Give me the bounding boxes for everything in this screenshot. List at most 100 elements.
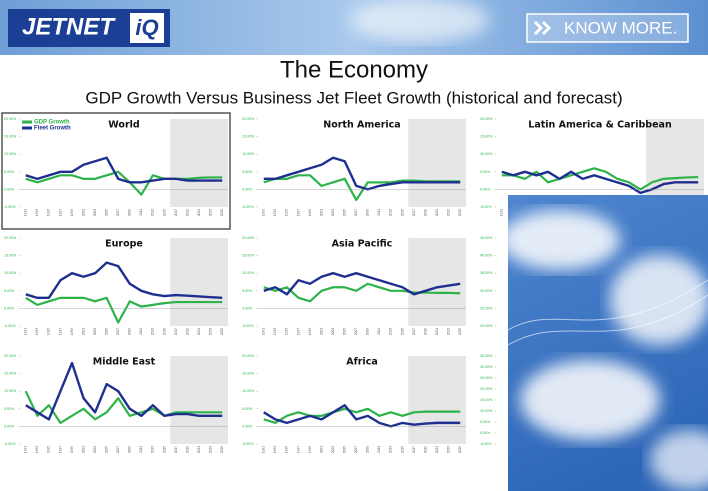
- x-tick-label: 2013: [151, 209, 155, 216]
- x-tick-label: 2013: [151, 328, 155, 335]
- forecast-shade: [408, 238, 466, 326]
- x-tick-label: 1995: [47, 328, 51, 335]
- y-tick-label: -5.00%: [4, 324, 16, 328]
- slide: JETNET iQ KNOW MORE. The Economy GDP Gro…: [0, 0, 708, 491]
- x-tick-label: 2011: [139, 328, 143, 335]
- x-tick-label: 1993: [273, 209, 277, 216]
- y-tick-label: 0.00%: [242, 187, 253, 191]
- x-tick-label: 1993: [35, 209, 39, 216]
- x-tick-label: 2019: [185, 446, 189, 453]
- x-tick-label: 1997: [296, 328, 300, 335]
- y-tick-label: 0.00%: [4, 306, 15, 310]
- y-tick-label: 10.00%: [4, 271, 17, 275]
- x-tick-label: 2019: [185, 209, 189, 216]
- x-tick-label: 2011: [139, 446, 143, 453]
- chart: -5.00%0.00%5.00%10.00%15.00%20.00%199119…: [242, 117, 466, 216]
- x-tick-label: 2021: [197, 328, 201, 335]
- x-tick-label: 2013: [389, 328, 393, 335]
- x-tick-label: 1991: [24, 446, 28, 453]
- y-tick-label: 15.00%: [480, 135, 493, 139]
- y-tick-label: -5.00%: [242, 442, 254, 446]
- y-tick-label: 45.00%: [480, 236, 493, 240]
- y-tick-label: 10.00%: [242, 152, 255, 156]
- x-tick-label: 2003: [93, 328, 97, 335]
- y-tick-label: 10.00%: [480, 409, 493, 413]
- x-tick-label: 1997: [296, 209, 300, 216]
- x-tick-label: 2019: [423, 328, 427, 335]
- cloud: [500, 210, 620, 270]
- y-tick-label: 20.00%: [480, 324, 493, 328]
- chart: -5.00%0.00%5.00%10.00%15.00%20.00%199119…: [242, 236, 466, 335]
- x-tick-label: 2021: [435, 209, 439, 216]
- x-tick-label: 1993: [35, 446, 39, 453]
- y-tick-label: 0.00%: [4, 424, 15, 428]
- x-tick-label: 1997: [58, 446, 62, 453]
- y-tick-label: 5.00%: [480, 170, 491, 174]
- x-tick-label: 2015: [400, 209, 404, 216]
- x-tick-label: 2009: [366, 209, 370, 216]
- x-tick-label: 2017: [412, 328, 416, 335]
- x-tick-label: 2019: [423, 446, 427, 453]
- x-tick-label: 2007: [354, 209, 358, 216]
- x-tick-label: 2025: [220, 446, 224, 453]
- y-tick-label: -5.00%: [480, 442, 492, 446]
- x-tick-label: 2025: [220, 328, 224, 335]
- y-tick-label: 20.00%: [4, 354, 17, 358]
- x-tick-label: 2005: [343, 209, 347, 216]
- x-tick-label: 2021: [197, 209, 201, 216]
- x-tick-label: 2003: [331, 209, 335, 216]
- chart-title: Europe: [105, 239, 143, 250]
- x-tick-label: 2007: [116, 328, 120, 335]
- x-tick-label: 1991: [500, 209, 504, 216]
- chart: -5.00%0.00%5.00%10.00%15.00%20.00%199119…: [4, 354, 228, 453]
- x-tick-label: 1991: [262, 446, 266, 453]
- know-more-label[interactable]: KNOW MORE.: [564, 18, 677, 37]
- forecast-shade: [646, 119, 704, 207]
- x-tick-label: 2023: [209, 446, 213, 453]
- x-tick-label: 1991: [24, 209, 28, 216]
- slide-subtitle: GDP Growth Versus Business Jet Fleet Gro…: [85, 88, 622, 107]
- x-tick-label: 2005: [343, 328, 347, 335]
- y-tick-label: 15.00%: [242, 372, 255, 376]
- x-tick-label: 2011: [377, 328, 381, 335]
- x-tick-label: 2013: [389, 446, 393, 453]
- legend-label: Fleet Growth: [34, 126, 71, 132]
- x-tick-label: 2001: [81, 446, 85, 453]
- logo-badge: iQ: [135, 15, 158, 40]
- x-tick-label: 2025: [458, 328, 462, 335]
- y-tick-label: 0.00%: [242, 306, 253, 310]
- legend-swatch: [22, 127, 32, 130]
- forecast-shade: [170, 356, 228, 444]
- x-tick-label: 2009: [128, 446, 132, 453]
- x-tick-label: 1993: [35, 328, 39, 335]
- x-tick-label: 2007: [354, 446, 358, 453]
- y-tick-label: 5.00%: [4, 289, 15, 293]
- y-tick-label: 20.00%: [242, 354, 255, 358]
- x-tick-label: 2021: [197, 446, 201, 453]
- x-tick-label: 2025: [458, 446, 462, 453]
- x-tick-label: 2015: [162, 209, 166, 216]
- y-tick-label: 35.00%: [480, 271, 493, 275]
- y-tick-label: 25.00%: [480, 306, 493, 310]
- x-tick-label: 2005: [105, 446, 109, 453]
- y-tick-label: 40.00%: [480, 254, 493, 258]
- x-tick-label: 2007: [354, 328, 358, 335]
- y-tick-label: 0.00%: [4, 187, 15, 191]
- x-tick-label: 1999: [308, 446, 312, 453]
- x-tick-label: 1995: [47, 209, 51, 216]
- x-tick-label: 2003: [331, 328, 335, 335]
- cloud: [610, 255, 708, 345]
- y-tick-label: 10.00%: [480, 152, 493, 156]
- y-tick-label: 0.00%: [480, 187, 491, 191]
- x-tick-label: 2021: [435, 328, 439, 335]
- forecast-shade: [170, 238, 228, 326]
- x-tick-label: 2019: [185, 328, 189, 335]
- x-tick-label: 2001: [81, 328, 85, 335]
- y-tick-label: 5.00%: [4, 407, 15, 411]
- sky-photo: [500, 195, 708, 491]
- y-tick-label: 30.00%: [480, 365, 493, 369]
- x-tick-label: 1999: [308, 209, 312, 216]
- y-tick-label: 10.00%: [4, 152, 17, 156]
- x-tick-label: 2013: [151, 446, 155, 453]
- y-tick-label: 10.00%: [4, 389, 17, 393]
